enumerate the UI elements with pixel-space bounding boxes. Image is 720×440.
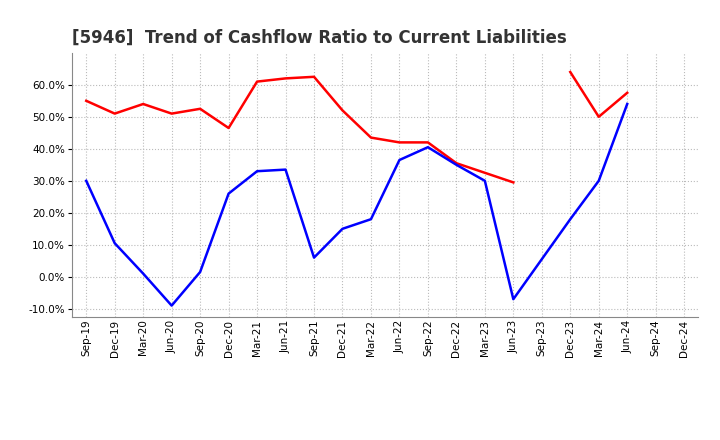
Operating CF to Current Liabilities bbox=[253, 79, 261, 84]
Free CF to Current Liabilities bbox=[82, 178, 91, 183]
Free CF to Current Liabilities bbox=[537, 257, 546, 262]
Free CF to Current Liabilities bbox=[509, 297, 518, 302]
Operating CF to Current Liabilities bbox=[395, 140, 404, 145]
Operating CF to Current Liabilities bbox=[509, 180, 518, 185]
Operating CF to Current Liabilities bbox=[167, 111, 176, 116]
Free CF to Current Liabilities bbox=[225, 191, 233, 196]
Operating CF to Current Liabilities bbox=[282, 76, 290, 81]
Operating CF to Current Liabilities bbox=[139, 101, 148, 106]
Free CF to Current Liabilities bbox=[595, 178, 603, 183]
Free CF to Current Liabilities bbox=[366, 216, 375, 222]
Free CF to Current Liabilities bbox=[338, 226, 347, 231]
Operating CF to Current Liabilities bbox=[225, 125, 233, 131]
Operating CF to Current Liabilities bbox=[480, 170, 489, 176]
Operating CF to Current Liabilities bbox=[423, 140, 432, 145]
Free CF to Current Liabilities bbox=[566, 216, 575, 222]
Free CF to Current Liabilities bbox=[282, 167, 290, 172]
Free CF to Current Liabilities bbox=[110, 241, 119, 246]
Free CF to Current Liabilities bbox=[167, 303, 176, 308]
Free CF to Current Liabilities bbox=[480, 178, 489, 183]
Operating CF to Current Liabilities bbox=[366, 135, 375, 140]
Free CF to Current Liabilities bbox=[423, 145, 432, 150]
Line: Free CF to Current Liabilities: Free CF to Current Liabilities bbox=[86, 104, 627, 306]
Line: Operating CF to Current Liabilities: Operating CF to Current Liabilities bbox=[86, 77, 513, 183]
Free CF to Current Liabilities bbox=[139, 271, 148, 276]
Operating CF to Current Liabilities bbox=[452, 161, 461, 166]
Operating CF to Current Liabilities bbox=[110, 111, 119, 116]
Free CF to Current Liabilities bbox=[452, 162, 461, 168]
Free CF to Current Liabilities bbox=[310, 255, 318, 260]
Operating CF to Current Liabilities bbox=[338, 108, 347, 113]
Free CF to Current Liabilities bbox=[395, 158, 404, 163]
Text: [5946]  Trend of Cashflow Ratio to Current Liabilities: [5946] Trend of Cashflow Ratio to Curren… bbox=[72, 29, 567, 47]
Free CF to Current Liabilities bbox=[623, 101, 631, 106]
Free CF to Current Liabilities bbox=[196, 269, 204, 275]
Operating CF to Current Liabilities bbox=[82, 98, 91, 103]
Operating CF to Current Liabilities bbox=[310, 74, 318, 80]
Free CF to Current Liabilities bbox=[253, 169, 261, 174]
Operating CF to Current Liabilities bbox=[196, 106, 204, 111]
